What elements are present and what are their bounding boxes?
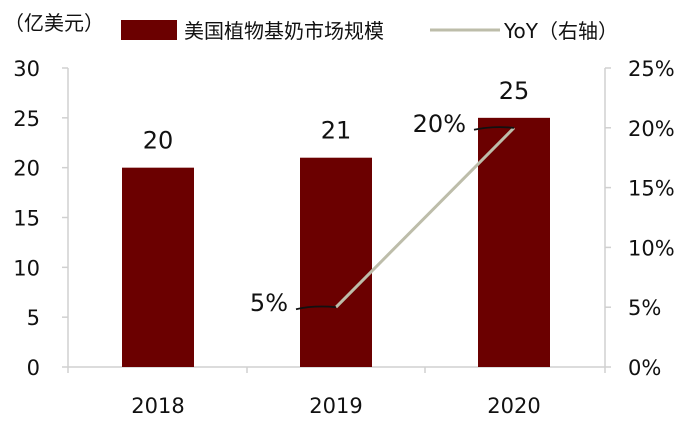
- right-tick-label: 15%: [628, 177, 675, 201]
- left-tick-label: 20: [13, 157, 40, 181]
- x-tick-label: 2018: [131, 394, 184, 418]
- bar: [478, 117, 550, 367]
- bar-value-label: 21: [321, 117, 352, 145]
- bar-value-label: 20: [143, 127, 174, 155]
- bar-series: [122, 117, 550, 367]
- legend-bar-swatch: [121, 20, 177, 40]
- legend-line-label: YoY（右轴）: [503, 19, 618, 43]
- bar: [300, 157, 372, 367]
- bar-value-label: 25: [499, 77, 530, 105]
- legend-bar-label: 美国植物基奶市场规模: [184, 19, 384, 43]
- right-tick-label: 0%: [628, 356, 661, 380]
- left-tick-label: 0: [27, 356, 40, 380]
- left-axis-unit: （亿美元）: [4, 11, 104, 35]
- yoy-data-label: 5%: [250, 289, 288, 317]
- left-tick-label: 25: [13, 107, 40, 131]
- right-axis-ticks: 0% 5% 10% 15% 20% 25%: [605, 57, 675, 380]
- left-axis-ticks: 0 5 10 15 20 25 30: [13, 57, 68, 380]
- yoy-leader-line: [295, 305, 337, 311]
- yoy-data-label: 20%: [413, 110, 466, 138]
- right-tick-label: 20%: [628, 117, 675, 141]
- bar-data-labels: 20 21 25: [143, 77, 530, 155]
- yoy-leader-line: [473, 126, 515, 131]
- bar: [122, 167, 194, 367]
- x-tick-label: 2020: [487, 394, 540, 418]
- left-tick-label: 15: [13, 207, 40, 231]
- left-tick-label: 5: [27, 306, 40, 330]
- yoy-line: [334, 126, 516, 309]
- line-series: 5% 20%: [250, 110, 516, 317]
- right-tick-label: 10%: [628, 236, 675, 260]
- x-axis-ticks: 2018 2019 2020: [67, 367, 606, 418]
- left-tick-label: 10: [13, 256, 40, 280]
- legend: 美国植物基奶市场规模 YoY（右轴）: [121, 19, 618, 43]
- left-tick-label: 30: [13, 57, 40, 81]
- right-tick-label: 25%: [628, 57, 675, 81]
- right-tick-label: 5%: [628, 296, 661, 320]
- x-tick-label: 2019: [309, 394, 362, 418]
